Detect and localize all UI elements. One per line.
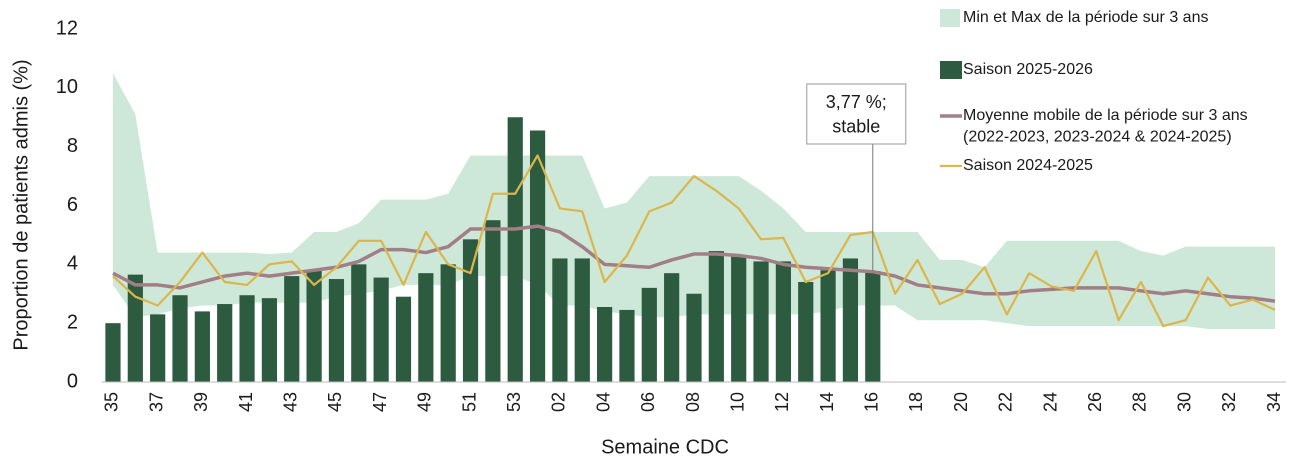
bar [686, 293, 702, 382]
x-tick-label: 35 [102, 392, 122, 412]
y-tick-label: 2 [67, 311, 78, 333]
bar [217, 304, 233, 382]
x-tick-label: 18 [906, 392, 926, 412]
bar [105, 323, 121, 382]
x-tick-label: 08 [683, 392, 703, 412]
bar [328, 279, 345, 382]
y-tick-label: 12 [56, 17, 78, 39]
bar [485, 220, 501, 382]
x-tick-label: 47 [370, 392, 390, 412]
bar [306, 270, 322, 382]
bar [239, 295, 255, 382]
bar [865, 271, 881, 382]
bar [842, 258, 859, 382]
legend-label: Saison 2025-2026 [963, 61, 1093, 78]
bar [664, 273, 680, 382]
bar [373, 277, 389, 382]
x-tick-label: 32 [1219, 392, 1239, 412]
bar [552, 258, 568, 382]
x-tick-label: 24 [1040, 392, 1060, 412]
legend-label: Saison 2024-2025 [963, 157, 1093, 174]
x-tick-label: 22 [996, 392, 1016, 412]
annotation-box [806, 83, 907, 145]
x-tick-label: 28 [1130, 392, 1150, 412]
bar [619, 309, 635, 382]
y-tick-label: 8 [67, 135, 78, 157]
x-tick-label: 39 [191, 392, 211, 412]
bar [597, 306, 613, 382]
y-tick-label: 10 [56, 76, 78, 98]
annotation: 3,77 %; stable [826, 92, 887, 136]
bar [574, 258, 590, 382]
bar [641, 287, 657, 382]
x-tick-label: 41 [236, 392, 256, 412]
x-tick-label: 53 [504, 392, 524, 412]
x-tick-label: 34 [1264, 392, 1284, 412]
bar [418, 273, 434, 382]
legend-label: Min et Max de la période sur 3 ans [963, 9, 1208, 26]
x-tick-label: 20 [951, 392, 971, 412]
bar [798, 281, 814, 382]
y-tick-label: 4 [67, 253, 78, 275]
bar [529, 130, 546, 382]
x-tick-label: 12 [772, 392, 792, 412]
legend-label: Moyenne mobile de la période sur 3 ans (2… [963, 107, 1248, 146]
bar [351, 264, 367, 382]
x-tick-label: 49 [415, 392, 435, 412]
bar [462, 239, 479, 382]
bar [194, 311, 210, 382]
x-tick-label: 02 [549, 392, 569, 412]
bar [172, 295, 188, 382]
x-axis-label: Semaine CDC [601, 436, 729, 458]
bar [507, 117, 523, 382]
x-tick-label: 45 [325, 392, 345, 412]
x-tick-label: 26 [1085, 392, 1105, 412]
bar [261, 298, 278, 382]
x-tick-label: 51 [459, 392, 479, 412]
y-tick-label: 6 [67, 194, 78, 216]
x-tick-label: 16 [862, 392, 882, 412]
bar [440, 264, 456, 382]
line [112, 224, 1276, 303]
legend-swatch [940, 61, 962, 79]
bar [820, 270, 836, 382]
bar [708, 251, 724, 382]
bar [284, 276, 300, 382]
bar [753, 261, 769, 382]
x-tick-label: 30 [1174, 392, 1194, 412]
y-axis-label: Proportion de patients admis (%) [10, 59, 32, 350]
min-max-area [112, 73, 1276, 330]
x-tick-label: 10 [727, 392, 747, 412]
bar [775, 261, 791, 382]
x-tick-label: 37 [146, 392, 166, 412]
bar [395, 296, 412, 382]
x-tick-label: 14 [817, 392, 837, 412]
y-tick-label: 0 [67, 370, 78, 392]
bar [150, 314, 166, 382]
legend-swatch [940, 9, 960, 27]
bar [731, 255, 747, 382]
line [112, 154, 1276, 328]
bar [127, 274, 143, 382]
x-tick-label: 04 [593, 392, 613, 412]
x-tick-label: 43 [281, 392, 301, 412]
x-tick-label: 06 [638, 392, 658, 412]
